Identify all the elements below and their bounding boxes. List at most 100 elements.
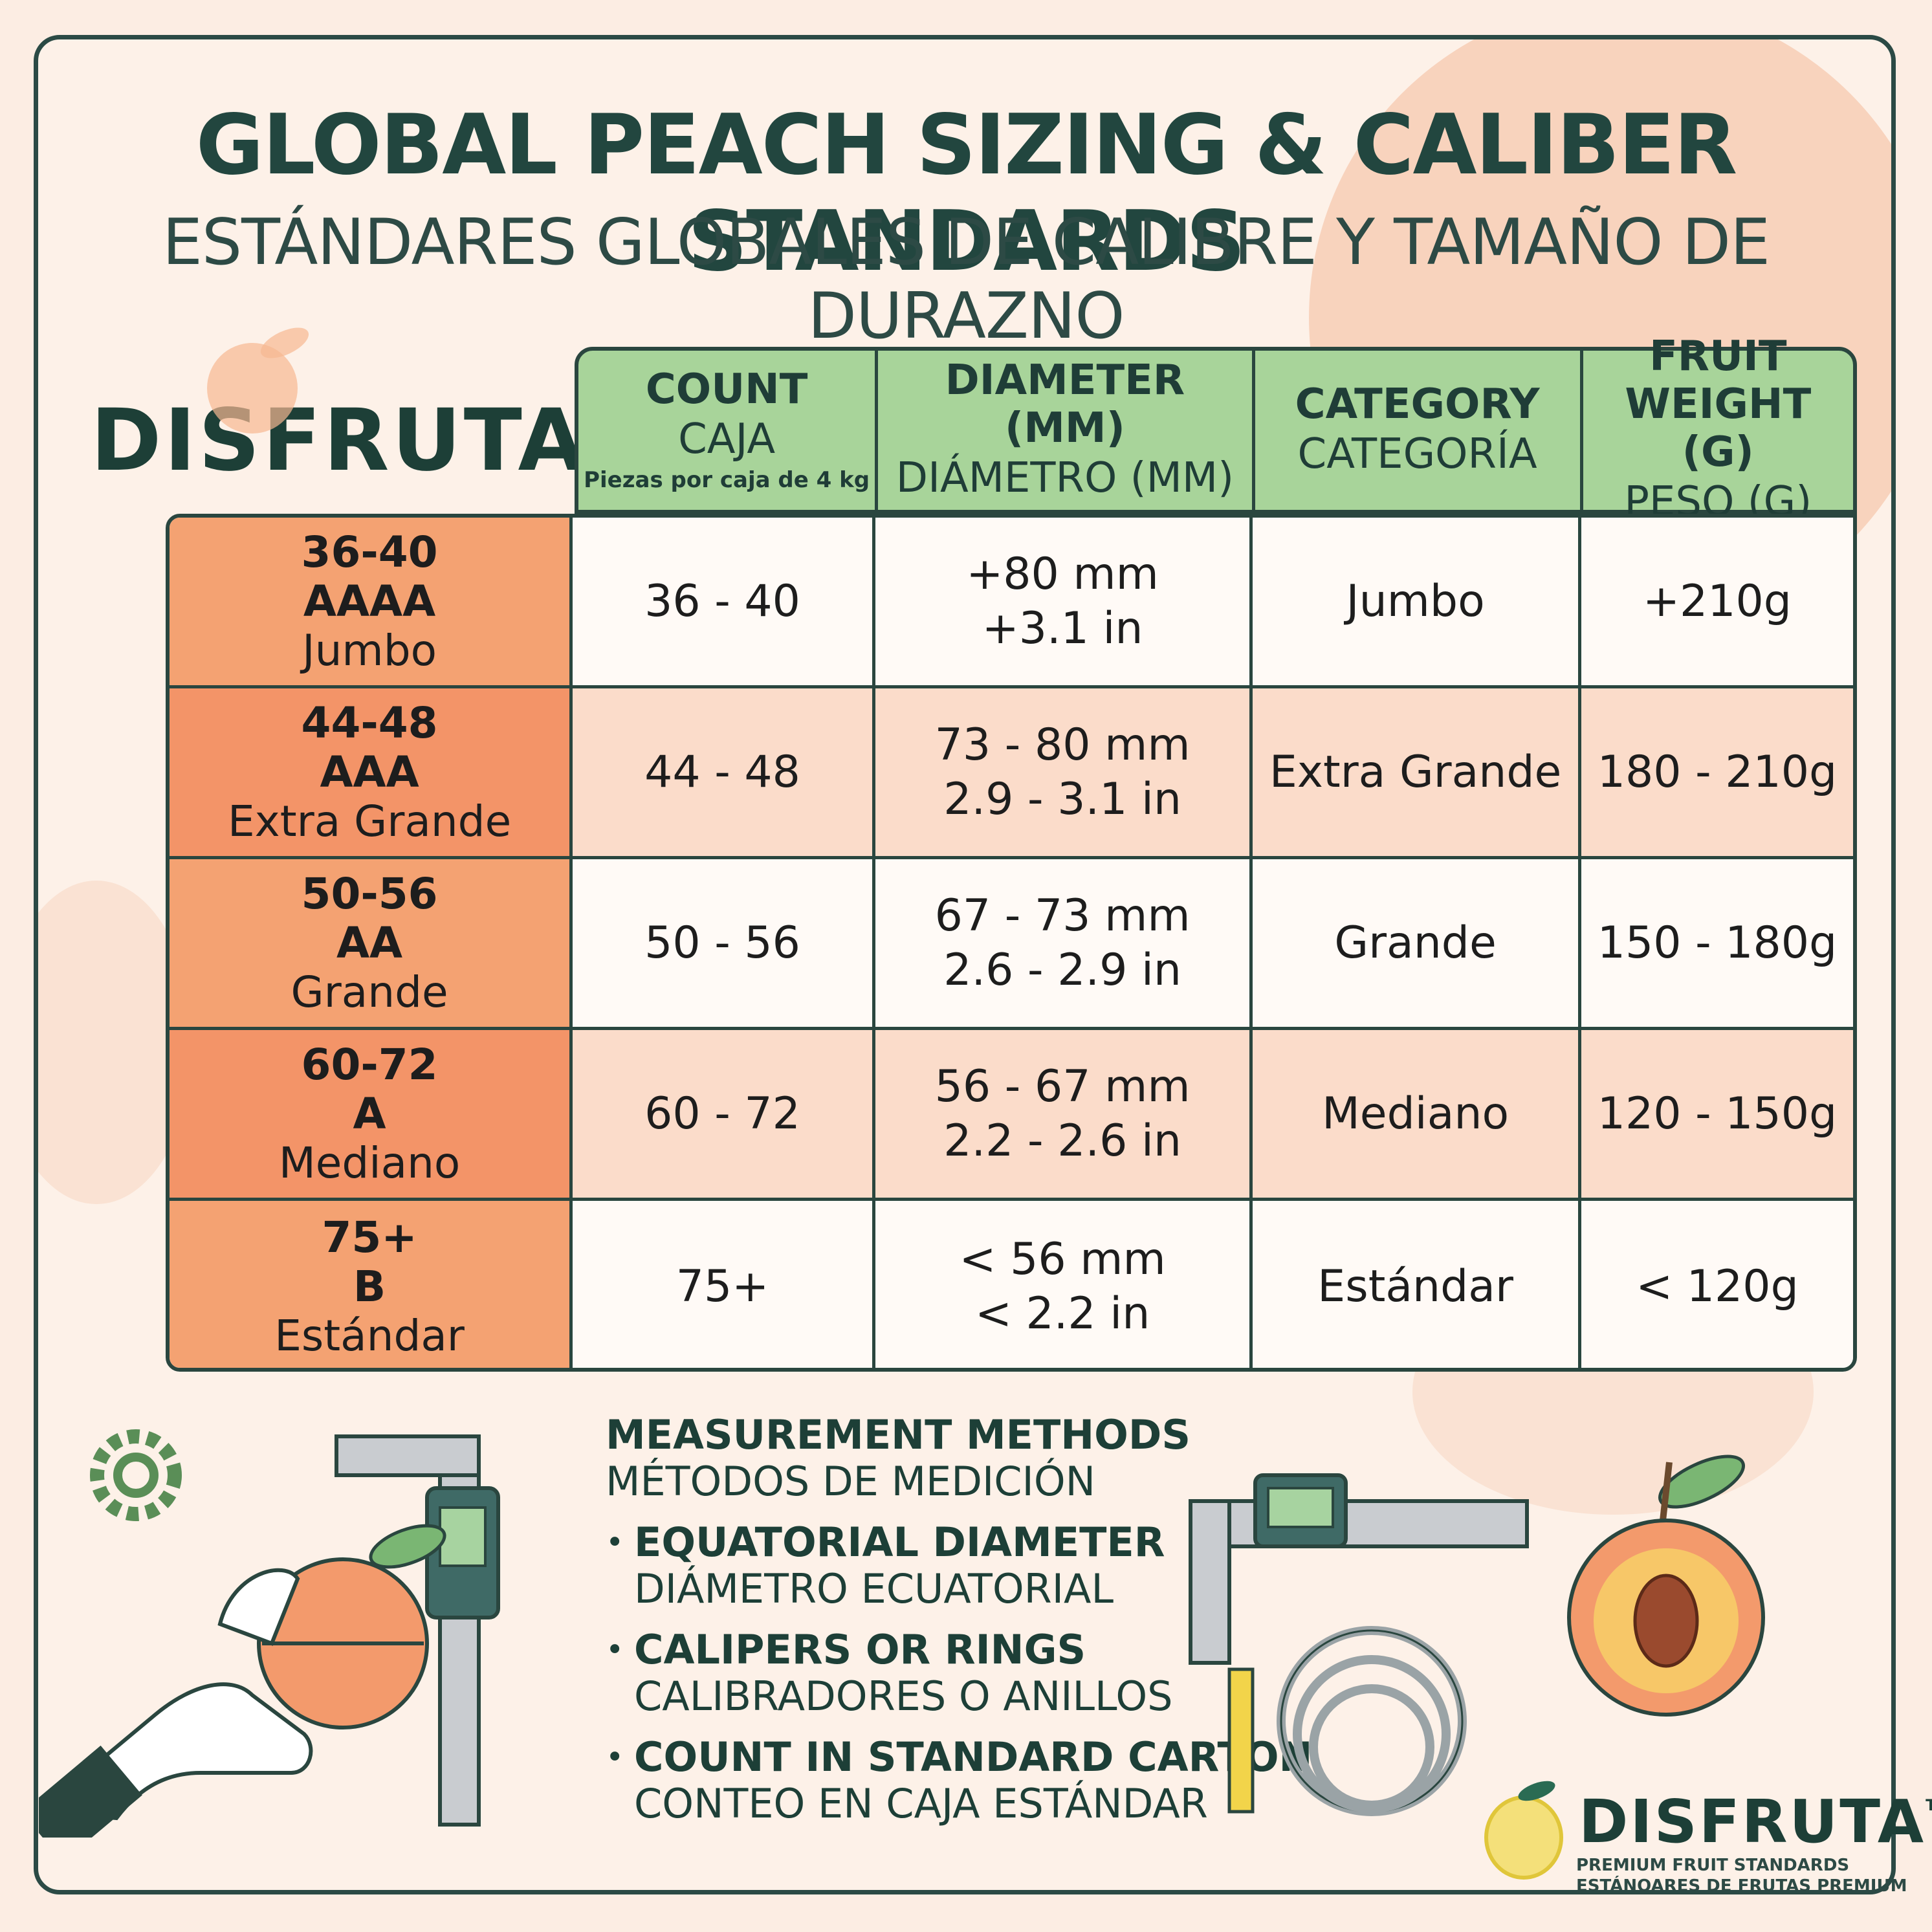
size-grade: AAAA bbox=[303, 576, 436, 626]
diameter-mm: +80 mm bbox=[966, 548, 1159, 600]
method-item: • COUNT IN STANDARD CARTON CONTEO EN CAJ… bbox=[606, 1734, 1312, 1827]
brand-name: DISFRUTA bbox=[91, 391, 587, 490]
diameter-cell: +80 mm +3.1 in bbox=[875, 518, 1253, 685]
size-code: 60-72 bbox=[301, 1039, 438, 1090]
table-row: 44-48 AAA Extra Grande 44 - 48 73 - 80 m… bbox=[170, 688, 1853, 859]
weight-cell: +210g bbox=[1581, 518, 1853, 685]
page-subtitle: ESTÁNDARES GLOBALES DE CALIBRE Y TAMAÑO … bbox=[162, 206, 1770, 353]
size-code: 36-40 bbox=[301, 527, 438, 577]
method-en: COUNT IN STANDARD CARTON bbox=[634, 1733, 1313, 1781]
footer-tagline-es: ESTÁNOARES DE FRUTAS PREMIUM bbox=[1576, 1876, 1907, 1896]
count-cell: 75+ bbox=[573, 1201, 875, 1368]
diameter-mm: < 56 mm bbox=[959, 1234, 1166, 1285]
diameter-in: 2.9 - 3.1 in bbox=[943, 773, 1181, 825]
hand-icon bbox=[39, 1568, 313, 1838]
header-category-es: CATEGORÍA bbox=[1297, 430, 1537, 478]
size-code: 75+ bbox=[322, 1213, 417, 1262]
table-row: 75+ B Estándar 75+ < 56 mm < 2.2 in Está… bbox=[170, 1201, 1853, 1368]
diameter-mm: 56 - 67 mm bbox=[934, 1060, 1191, 1112]
peach-icon bbox=[257, 1524, 446, 1729]
category-cell: Grande bbox=[1253, 859, 1581, 1027]
caliper-icon bbox=[1189, 1473, 1529, 1665]
category-cell: Estándar bbox=[1253, 1201, 1581, 1368]
table-row: 60-72 A Mediano 60 - 72 56 - 67 mm 2.2 -… bbox=[170, 1030, 1853, 1201]
peach-icon bbox=[207, 327, 309, 434]
size-label: Mediano bbox=[278, 1137, 461, 1188]
weight-cell: 180 - 210g bbox=[1581, 688, 1853, 856]
header-diameter-en: DIAMETER (MM) bbox=[945, 357, 1185, 452]
header-count: COUNT CAJA Piezas por caja de 4 kg bbox=[578, 351, 879, 510]
size-label: Extra Grande bbox=[227, 796, 512, 846]
header-count-note: Piezas por caja de 4 kg bbox=[584, 467, 870, 493]
category-cell: Jumbo bbox=[1253, 518, 1581, 685]
footer-tagline-en: PREMIUM FRUIT STANDARDS bbox=[1576, 1856, 1850, 1875]
caliper-icon bbox=[335, 1434, 500, 1827]
bullet-icon: • bbox=[606, 1739, 624, 1775]
table-row: 36-40 AAAA Jumbo 36 - 40 +80 mm +3.1 in … bbox=[170, 518, 1853, 688]
footer-brand-tm: TM bbox=[1926, 1796, 1932, 1814]
size-grade: AA bbox=[336, 917, 403, 968]
gear-icon bbox=[90, 1429, 182, 1521]
row-size-label: 50-56 AA Grande bbox=[170, 859, 573, 1027]
diameter-cell: 73 - 80 mm 2.9 - 3.1 in bbox=[875, 688, 1253, 856]
footer-brand-name: DISFRUTA bbox=[1579, 1787, 1926, 1856]
diameter-cell: 56 - 67 mm 2.2 - 2.6 in bbox=[875, 1030, 1253, 1198]
category-cell: Mediano bbox=[1253, 1030, 1581, 1198]
diameter-cell: < 56 mm < 2.2 in bbox=[875, 1201, 1253, 1368]
size-code: 44-48 bbox=[301, 697, 438, 748]
diameter-in: < 2.2 in bbox=[974, 1288, 1150, 1339]
table-row: 50-56 AA Grande 50 - 56 67 - 73 mm 2.6 -… bbox=[170, 859, 1853, 1030]
header-diameter: DIAMETER (MM) DIÁMETRO (MM) bbox=[878, 351, 1255, 510]
footer-brand: DISFRUTATM bbox=[1579, 1787, 1932, 1856]
peach-half-icon bbox=[1567, 1454, 1765, 1717]
table-header: COUNT CAJA Piezas por caja de 4 kg DIAME… bbox=[575, 333, 1857, 526]
method-es: CONTEO EN CAJA ESTÁNDAR bbox=[634, 1780, 1208, 1827]
brand-logo: DISFRUTATM bbox=[91, 391, 626, 490]
header-count-es: CAJA bbox=[678, 415, 776, 463]
diameter-cell: 67 - 73 mm 2.6 - 2.9 in bbox=[875, 859, 1253, 1027]
methods-heading-es: MÉTODOS DE MEDICIÓN bbox=[606, 1458, 1096, 1505]
count-cell: 50 - 56 bbox=[573, 859, 875, 1027]
weight-cell: 120 - 150g bbox=[1581, 1030, 1853, 1198]
count-cell: 36 - 40 bbox=[573, 518, 875, 685]
row-size-label: 75+ B Estándar bbox=[170, 1201, 573, 1368]
row-size-label: 60-72 A Mediano bbox=[170, 1030, 573, 1198]
table-body: 36-40 AAAA Jumbo 36 - 40 +80 mm +3.1 in … bbox=[166, 514, 1857, 1372]
header-count-en: COUNT bbox=[645, 366, 808, 413]
method-en: CALIPERS OR RINGS bbox=[634, 1626, 1086, 1673]
bullet-icon: • bbox=[606, 1632, 624, 1668]
weight-cell: 150 - 180g bbox=[1581, 859, 1853, 1027]
header-weight-en2: WEIGHT (G) bbox=[1625, 380, 1812, 476]
page-title: GLOBAL PEACH SIZING & CALIBER STANDARDS bbox=[195, 97, 1738, 290]
diameter-mm: 67 - 73 mm bbox=[934, 890, 1191, 941]
header-weight: FRUIT WEIGHT (G) PESO (G) bbox=[1583, 333, 1853, 526]
hand-caliper-illustration bbox=[39, 1429, 500, 1838]
diameter-in: 2.2 - 2.6 in bbox=[943, 1115, 1181, 1167]
category-cell: Extra Grande bbox=[1253, 688, 1581, 856]
header-weight-en1: FRUIT bbox=[1649, 333, 1787, 380]
size-label: Jumbo bbox=[302, 625, 437, 675]
method-es: DIÁMETRO ECUATORIAL bbox=[634, 1565, 1114, 1612]
method-es: CALIBRADORES O ANILLOS bbox=[634, 1673, 1173, 1720]
size-grade: A bbox=[353, 1088, 386, 1139]
ring-icon bbox=[1277, 1626, 1467, 1816]
size-label: Grande bbox=[291, 967, 448, 1017]
header-category: CATEGORY CATEGORÍA bbox=[1255, 351, 1583, 510]
row-size-label: 36-40 AAAA Jumbo bbox=[170, 518, 573, 685]
ruler-icon bbox=[1227, 1667, 1255, 1814]
diameter-in: 2.6 - 2.9 in bbox=[943, 944, 1181, 996]
methods-heading-en: MEASUREMENT METHODS bbox=[606, 1411, 1191, 1458]
weight-cell: < 120g bbox=[1581, 1201, 1853, 1368]
count-cell: 60 - 72 bbox=[573, 1030, 875, 1198]
row-size-label: 44-48 AAA Extra Grande bbox=[170, 688, 573, 856]
diameter-mm: 73 - 80 mm bbox=[934, 719, 1191, 771]
diameter-in: +3.1 in bbox=[982, 602, 1143, 654]
lemon-icon bbox=[1484, 1781, 1563, 1880]
bullet-icon: • bbox=[606, 1524, 624, 1561]
size-label: Estándar bbox=[274, 1311, 465, 1361]
size-code: 50-56 bbox=[301, 868, 438, 919]
method-item: • EQUATORIAL DIAMETER DIÁMETRO ECUATORIA… bbox=[606, 1519, 1312, 1612]
method-en: EQUATORIAL DIAMETER bbox=[634, 1519, 1165, 1566]
size-grade: B bbox=[353, 1262, 386, 1312]
size-grade: AAA bbox=[320, 747, 419, 797]
